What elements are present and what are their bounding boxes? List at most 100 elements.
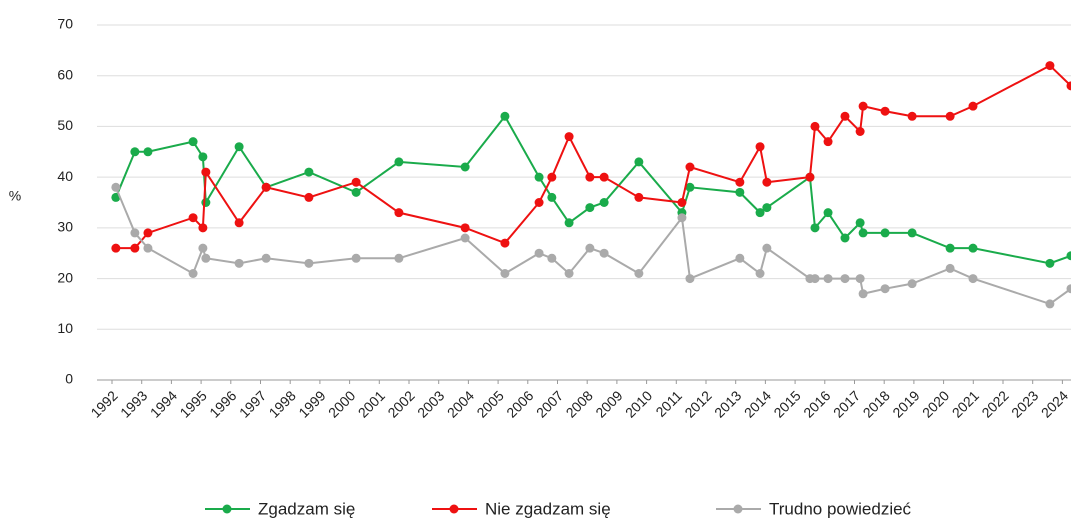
- data-point: [111, 243, 121, 253]
- data-point: [599, 248, 609, 258]
- data-point: [599, 172, 609, 182]
- data-point: [1045, 299, 1055, 309]
- data-point: [130, 147, 140, 157]
- data-point: [547, 192, 557, 202]
- data-point: [735, 253, 745, 263]
- x-tick-label: 2024: [1038, 387, 1071, 420]
- data-point: [735, 187, 745, 197]
- data-point: [534, 172, 544, 182]
- data-point: [201, 167, 211, 177]
- x-tick-label: 2015: [770, 387, 803, 420]
- x-tick-label: 2019: [889, 387, 922, 420]
- data-point: [880, 106, 890, 116]
- data-point: [945, 111, 955, 121]
- data-point: [547, 172, 557, 182]
- x-tick-label: 2023: [1008, 387, 1041, 420]
- x-tick-label: 1996: [206, 387, 239, 420]
- x-tick-label: 2003: [414, 387, 447, 420]
- data-point: [762, 203, 772, 213]
- data-point: [823, 274, 833, 284]
- data-point: [143, 147, 153, 157]
- data-point: [945, 263, 955, 273]
- data-point: [907, 111, 917, 121]
- data-point: [111, 182, 121, 192]
- x-tick-label: 1993: [117, 387, 150, 420]
- data-point: [351, 253, 361, 263]
- data-point: [1045, 258, 1055, 268]
- series-line: [114, 114, 1071, 265]
- data-point: [188, 213, 198, 223]
- data-point: [564, 218, 574, 228]
- x-tick-label: 2013: [711, 387, 744, 420]
- data-point: [855, 218, 865, 228]
- x-tick-label: 2014: [741, 387, 774, 420]
- data-point: [500, 238, 510, 248]
- data-point: [677, 213, 687, 223]
- data-point: [585, 203, 595, 213]
- data-point: [460, 223, 470, 233]
- data-point: [685, 162, 695, 172]
- x-tick-label: 2006: [503, 387, 536, 420]
- data-point: [234, 218, 244, 228]
- x-tick-label: 2008: [563, 387, 596, 420]
- data-point: [201, 198, 211, 207]
- legend-marker: [449, 504, 459, 514]
- y-tick-label: 60: [57, 66, 73, 82]
- data-point: [394, 253, 404, 263]
- data-point: [823, 208, 833, 218]
- x-tick-label: 2004: [444, 387, 477, 420]
- data-point: [840, 233, 850, 243]
- data-point: [735, 177, 745, 187]
- data-point: [351, 177, 361, 187]
- data-point: [143, 243, 153, 253]
- data-point: [810, 274, 820, 284]
- data-point: [198, 243, 208, 253]
- data-point: [907, 228, 917, 238]
- data-point: [685, 182, 695, 192]
- data-point: [945, 243, 955, 253]
- data-point: [188, 269, 198, 278]
- data-point: [585, 172, 595, 182]
- y-tick-label: 70: [57, 16, 73, 32]
- data-point: [858, 101, 868, 111]
- y-tick-label: 30: [57, 219, 73, 235]
- x-tick-label: 2010: [622, 387, 655, 420]
- data-point: [261, 182, 271, 192]
- x-tick-label: 2005: [473, 387, 506, 420]
- data-point: [810, 223, 820, 233]
- legend-label: Zgadzam się: [258, 499, 355, 518]
- x-tick-label: 1992: [87, 387, 120, 420]
- data-point: [304, 167, 314, 177]
- x-tick-label: 1997: [236, 387, 269, 420]
- y-tick-label: 40: [57, 168, 73, 184]
- series-line: [115, 64, 1071, 250]
- data-point: [304, 192, 314, 202]
- data-point: [130, 243, 140, 253]
- data-point: [755, 208, 765, 218]
- data-point: [1066, 284, 1071, 294]
- y-tick-label: 20: [57, 269, 73, 285]
- data-point: [547, 253, 557, 263]
- legend: Zgadzam się Nie zgadzam się Trudno powiedz…: [205, 499, 912, 518]
- data-point: [1066, 81, 1071, 91]
- data-point: [840, 111, 850, 121]
- x-tick-label: 2000: [325, 387, 358, 420]
- y-tick-label: 10: [57, 320, 73, 336]
- data-point: [968, 274, 978, 284]
- x-tick-label: 2001: [355, 387, 388, 420]
- data-point: [351, 187, 361, 197]
- data-point: [755, 269, 765, 278]
- data-point: [534, 248, 544, 258]
- y-tick-label: 0: [65, 371, 73, 387]
- x-tick-label: 2021: [949, 387, 982, 420]
- data-point: [1045, 61, 1055, 71]
- data-point: [198, 223, 208, 233]
- data-point: [840, 274, 850, 284]
- data-point: [261, 253, 271, 263]
- data-point: [810, 121, 820, 131]
- y-axis-label: %: [9, 188, 21, 204]
- legend-label: Trudno powiedzieć: [769, 499, 912, 518]
- x-tick-label: 2018: [860, 387, 893, 420]
- x-tick-label: 2022: [978, 387, 1011, 420]
- data-point: [677, 198, 687, 207]
